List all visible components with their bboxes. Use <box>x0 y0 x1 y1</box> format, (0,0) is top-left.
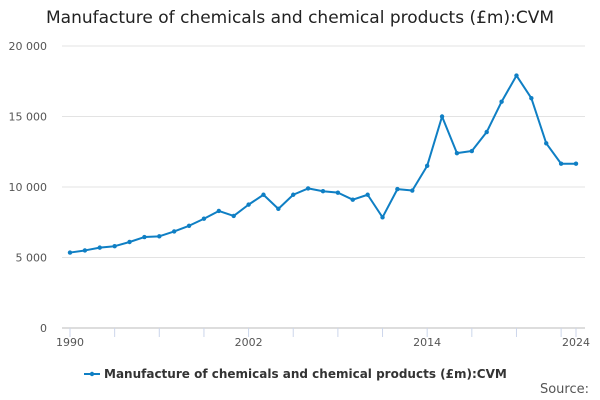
data-point <box>261 192 266 197</box>
source-label: Source: <box>539 382 589 397</box>
y-tick-label: 0 <box>40 322 47 335</box>
x-tick-label: 2014 <box>413 336 441 349</box>
x-tick-label: 1990 <box>56 336 84 349</box>
data-point <box>469 148 475 154</box>
data-point <box>514 73 519 78</box>
data-point <box>424 163 430 169</box>
data-point <box>544 141 549 146</box>
data-point <box>320 189 326 194</box>
data-point <box>276 206 281 212</box>
data-point <box>97 245 102 250</box>
y-tick-label: 10 000 <box>9 181 48 194</box>
data-point <box>484 129 489 135</box>
data-point <box>529 95 534 101</box>
data-point <box>231 213 236 219</box>
data-point <box>216 208 222 214</box>
data-point <box>157 234 162 239</box>
data-point <box>246 202 251 207</box>
chart-title: Manufacture of chemicals and chemical pr… <box>45 8 555 28</box>
data-point <box>335 190 341 195</box>
data-point <box>127 239 132 245</box>
legend-label: Manufacture of chemicals and chemical pr… <box>104 367 507 381</box>
data-point <box>365 192 370 197</box>
y-tick-label: 5 000 <box>16 252 48 265</box>
data-point <box>380 215 385 220</box>
data-point <box>67 250 73 255</box>
data-point <box>454 150 460 156</box>
y-tick-label: 20 000 <box>9 40 48 53</box>
data-point <box>499 99 504 104</box>
legend-marker <box>89 371 95 377</box>
data-point <box>573 161 579 166</box>
data-point <box>171 229 177 234</box>
y-tick-label: 15 000 <box>9 111 48 124</box>
data-point <box>558 161 564 166</box>
data-point <box>201 216 207 221</box>
x-tick-label: 2024 <box>562 336 590 349</box>
data-point <box>439 114 445 119</box>
data-point <box>350 197 355 202</box>
data-point <box>291 192 296 197</box>
data-point <box>112 244 117 249</box>
data-point <box>305 186 311 191</box>
data-point <box>142 234 147 240</box>
x-tick-label: 2002 <box>235 336 263 349</box>
data-point <box>410 188 415 193</box>
data-point <box>82 248 88 253</box>
data-point <box>186 223 192 228</box>
data-point <box>395 186 400 192</box>
